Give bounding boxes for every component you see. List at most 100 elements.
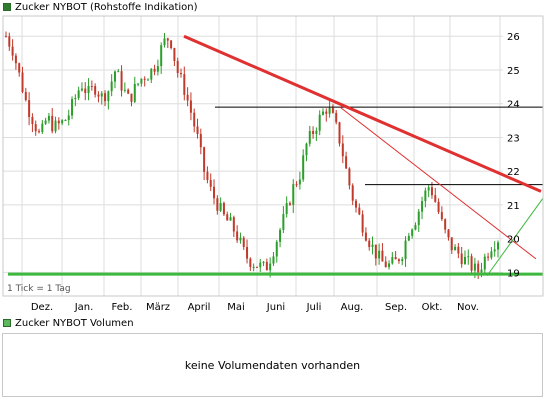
candle-body: [90, 85, 93, 87]
no-volume-message: keine Volumendaten vorhanden: [184, 358, 361, 372]
candle-body: [355, 200, 358, 208]
candle-body: [21, 72, 24, 92]
candle-body: [305, 143, 308, 156]
candle-body: [232, 217, 235, 232]
candlesticks: [5, 31, 499, 279]
x-tick-label: Jan.: [74, 302, 94, 313]
candle-body: [216, 198, 219, 211]
x-tick-label: Juli: [306, 302, 322, 313]
candle-body: [252, 266, 255, 268]
candle-body: [222, 202, 225, 215]
candle-body: [493, 249, 496, 252]
y-tick-label: 22: [507, 167, 520, 178]
candle-body: [460, 253, 463, 265]
candle-body: [368, 240, 371, 247]
candle-body: [137, 83, 140, 85]
candle-body: [77, 90, 80, 98]
candle-body: [361, 214, 364, 233]
candle-body: [358, 207, 361, 215]
candle-body: [312, 131, 315, 135]
candle-body: [331, 108, 334, 113]
trend-lines: [8, 34, 544, 277]
candle-body: [325, 111, 328, 114]
candle-body: [328, 108, 331, 114]
candle-body: [285, 203, 288, 215]
candle-body: [487, 256, 490, 258]
candle-body: [288, 203, 291, 205]
y-tick-label: 19: [507, 268, 520, 279]
candle-body: [473, 263, 476, 271]
y-tick-label: 25: [507, 66, 520, 77]
y-tick-label: 26: [507, 32, 520, 43]
candle-body: [61, 120, 64, 124]
candle-body: [193, 112, 196, 127]
candle-body: [411, 229, 414, 236]
candle-body: [430, 187, 433, 196]
candle-body: [321, 111, 324, 115]
candle-body: [457, 246, 460, 254]
trendline-inner: [339, 106, 537, 260]
candle-body: [110, 81, 113, 92]
candle-body: [107, 91, 110, 102]
x-tick-label: April: [188, 302, 211, 313]
candle-body: [146, 79, 149, 81]
candle-body: [166, 38, 169, 41]
candle-body: [80, 88, 83, 91]
candle-body: [262, 261, 265, 263]
x-tick-label: Mai: [227, 302, 245, 313]
candle-body: [14, 55, 17, 64]
candle-body: [143, 78, 146, 80]
candle-body: [239, 237, 242, 241]
candle-body: [371, 244, 374, 247]
candle-body: [64, 119, 67, 121]
candle-body: [463, 256, 466, 265]
candle-body: [203, 147, 206, 172]
y-tick-label: 21: [507, 201, 520, 212]
candle-body: [255, 266, 258, 268]
candle-body: [104, 93, 107, 102]
candle-body: [199, 133, 202, 148]
candle-body: [483, 256, 486, 270]
candle-body: [113, 71, 116, 82]
candle-body: [219, 202, 222, 211]
candle-body: [275, 241, 278, 257]
x-tick-label: Sep.: [385, 302, 407, 313]
candle-body: [100, 93, 103, 97]
candle-body: [47, 115, 50, 121]
candle-body: [477, 263, 480, 273]
y-axis-ticks: 19 20 21 22 23 24 25 26: [507, 32, 520, 279]
candle-body: [236, 231, 239, 241]
candle-body: [424, 190, 427, 202]
candle-body: [117, 71, 120, 73]
candle-body: [67, 115, 70, 120]
candle-body: [338, 122, 341, 144]
candle-body: [388, 263, 391, 268]
x-tick-label: März: [146, 302, 170, 313]
price-legend-label: Zucker NYBOT (Rohstoffe Indikation): [15, 1, 198, 13]
candle-body: [470, 256, 473, 271]
y-tick-label: 20: [507, 235, 520, 246]
candle-body: [308, 131, 311, 144]
candle-body: [298, 179, 301, 185]
candle-body: [97, 94, 100, 97]
candle-body: [38, 131, 41, 133]
candle-body: [226, 214, 229, 221]
candle-body: [206, 171, 209, 180]
candle-body: [348, 168, 351, 186]
candle-body: [123, 89, 126, 91]
price-chart: 19 20 21 22 23 24 25 26 Dez. Jan. Feb. März April Ma…: [2, 15, 544, 313]
candle-body: [480, 269, 483, 273]
candle-body: [54, 120, 57, 132]
candle-body: [41, 123, 44, 133]
candle-body: [341, 143, 344, 157]
candle-body: [345, 156, 348, 169]
candle-body: [87, 85, 90, 94]
candle-body: [318, 114, 321, 131]
candle-body: [490, 251, 493, 258]
candle-body: [163, 38, 166, 46]
candle-body: [434, 195, 437, 202]
candle-body: [71, 99, 74, 116]
candle-body: [51, 115, 54, 132]
candle-body: [74, 97, 77, 100]
volume-panel: keine Volumendaten vorhanden: [2, 333, 543, 397]
